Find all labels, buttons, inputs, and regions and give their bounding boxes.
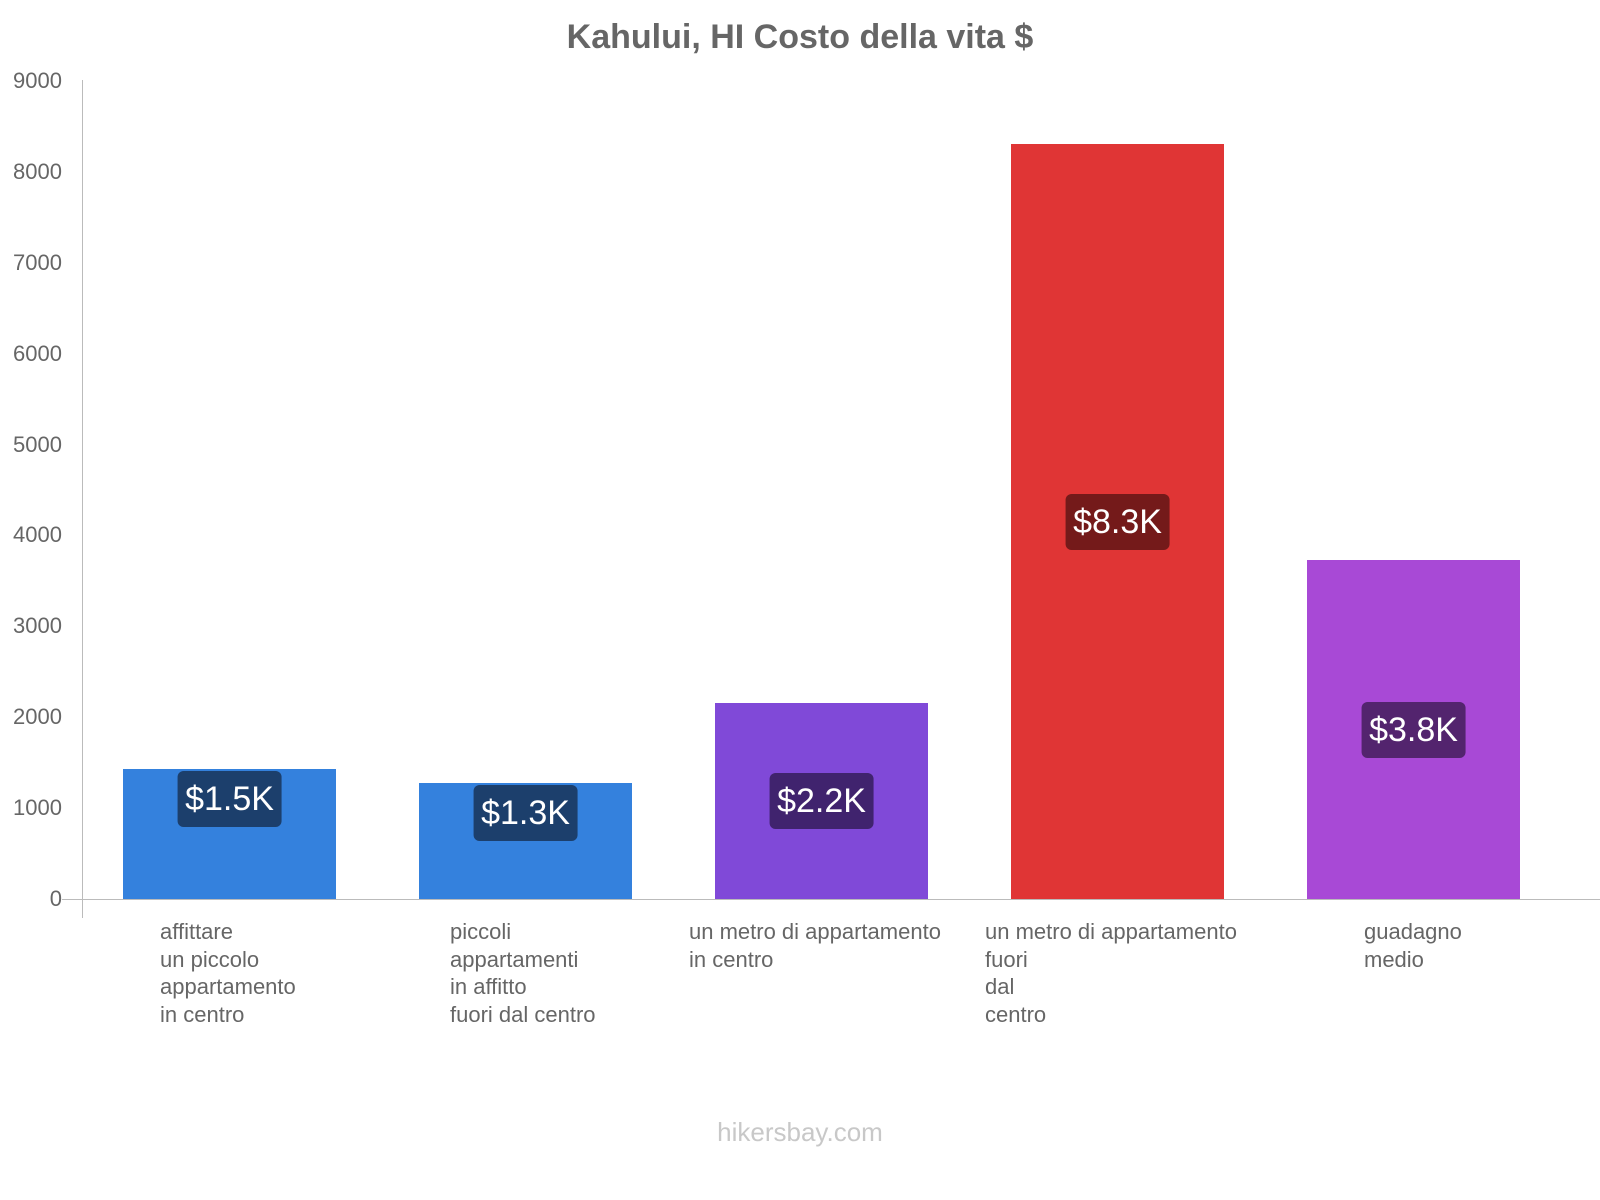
bar-value-label: $1.3K bbox=[473, 785, 578, 842]
y-tick-label: 5000 bbox=[13, 431, 62, 457]
chart-title: Kahului, HI Costo della vita $ bbox=[566, 18, 1034, 56]
y-tick-label: 6000 bbox=[13, 340, 62, 366]
y-tick-label: 4000 bbox=[13, 522, 62, 548]
y-tick-label: 0 bbox=[49, 886, 62, 911]
y-tick-label: 2000 bbox=[13, 704, 62, 730]
y-tick-label: 3000 bbox=[13, 613, 62, 639]
bar-value-label: $8.3K bbox=[1065, 493, 1170, 550]
x-axis-line bbox=[62, 899, 1600, 900]
x-category-label: un metro di appartamento in centro bbox=[689, 919, 941, 972]
footer-watermark: hikersbay.com bbox=[717, 1117, 883, 1147]
y-tick-label: 1000 bbox=[13, 795, 62, 821]
bar-value-label: $2.2K bbox=[769, 773, 874, 830]
bar-value-label: $3.8K bbox=[1361, 701, 1466, 758]
y-tick-label: 8000 bbox=[13, 158, 62, 184]
x-category-label: piccoli appartamenti in affitto fuori da… bbox=[450, 919, 596, 1027]
x-category-label: un metro di appartamento fuori dal centr… bbox=[985, 919, 1237, 1027]
y-axis-line bbox=[82, 80, 83, 918]
y-tick-label: 7000 bbox=[13, 249, 62, 275]
x-category-label: guadagno medio bbox=[1364, 919, 1462, 972]
y-tick-label: 9000 bbox=[13, 68, 62, 93]
x-category-label: affittare un piccolo appartamento in cen… bbox=[160, 919, 296, 1027]
y-tick-mark bbox=[64, 899, 82, 900]
bar-value-label: $1.5K bbox=[177, 771, 282, 828]
